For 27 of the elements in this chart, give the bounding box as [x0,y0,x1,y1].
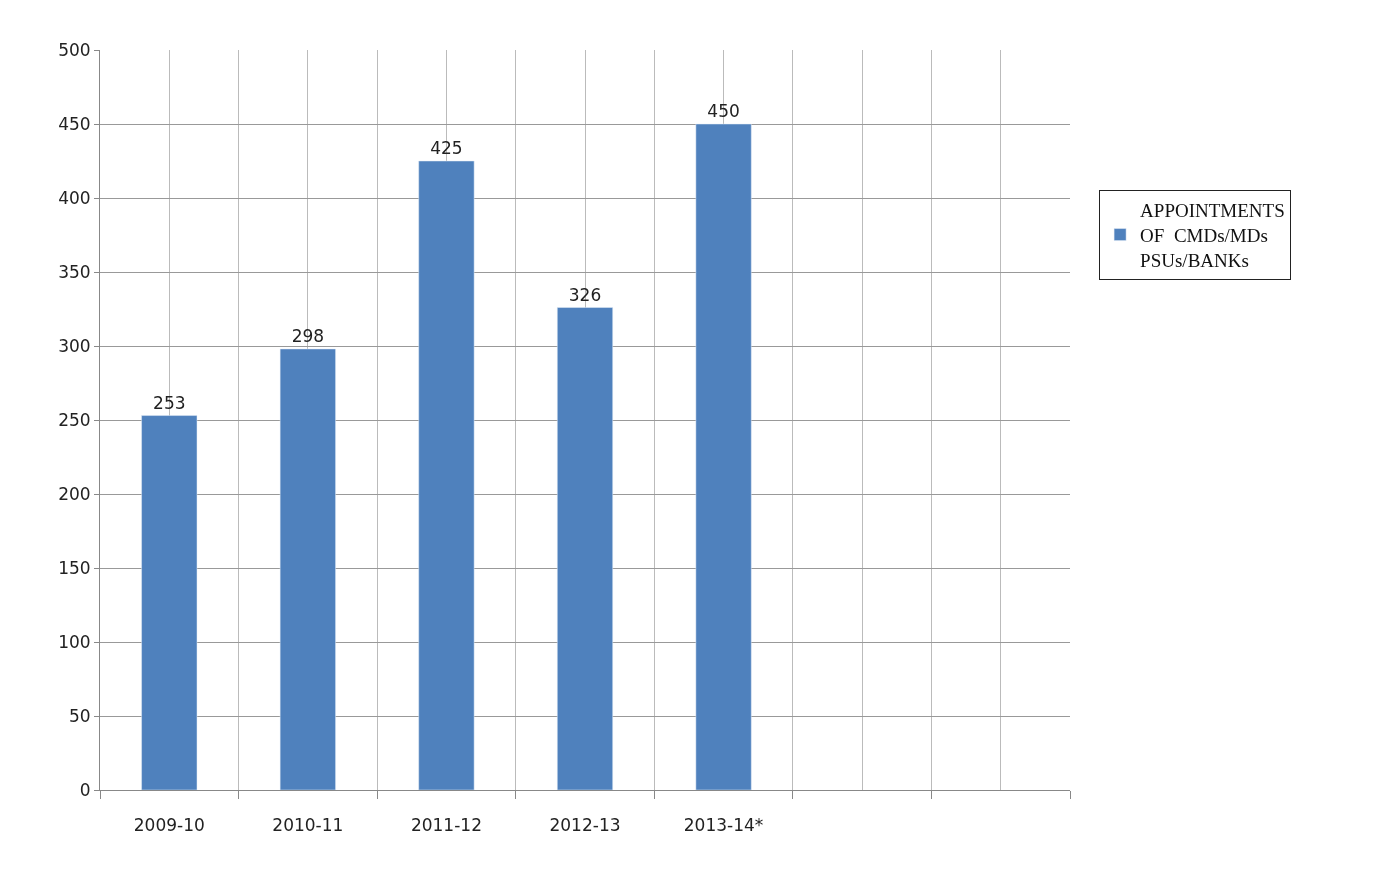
data-label: 298 [291,325,325,346]
x-tick-label: 2011-12 [410,815,482,836]
legend-label: APPOINTMENTS OF CMDs/MDs PSUs/BANKs [1140,200,1285,271]
bar [418,160,475,790]
y-tick-label: 200 [58,483,91,504]
data-label: 450 [707,101,740,121]
x-tick-label: 2010-11 [272,815,344,836]
x-tick-label: 2012-13 [549,815,621,836]
y-tick-label: 50 [68,705,91,726]
bar [141,415,198,790]
data-label: 326 [568,284,602,305]
data-label: 253 [153,392,186,413]
bar [557,307,613,790]
x-tick-label: 2009-10 [133,815,205,836]
bar [279,348,336,790]
y-tick-label: 300 [58,335,91,356]
y-tick-label: 500 [58,39,91,60]
y-tick-label: 450 [58,113,91,134]
data-label: 425 [430,138,463,158]
x-tick-label: 2013-14* [683,815,764,836]
y-tick-label: 250 [58,409,91,430]
y-tick-label: 100 [58,631,91,652]
y-tick-label: 0 [79,779,91,800]
y-tick-label: 350 [58,261,91,282]
y-tick-label: 400 [58,187,91,208]
bar [695,123,752,790]
y-tick-label: 150 [58,557,91,578]
